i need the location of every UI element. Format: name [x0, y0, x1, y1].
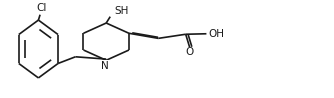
Text: SH: SH: [114, 6, 129, 16]
Text: OH: OH: [208, 29, 224, 39]
Text: O: O: [186, 47, 194, 57]
Text: Cl: Cl: [36, 3, 47, 13]
Text: N: N: [101, 61, 109, 71]
